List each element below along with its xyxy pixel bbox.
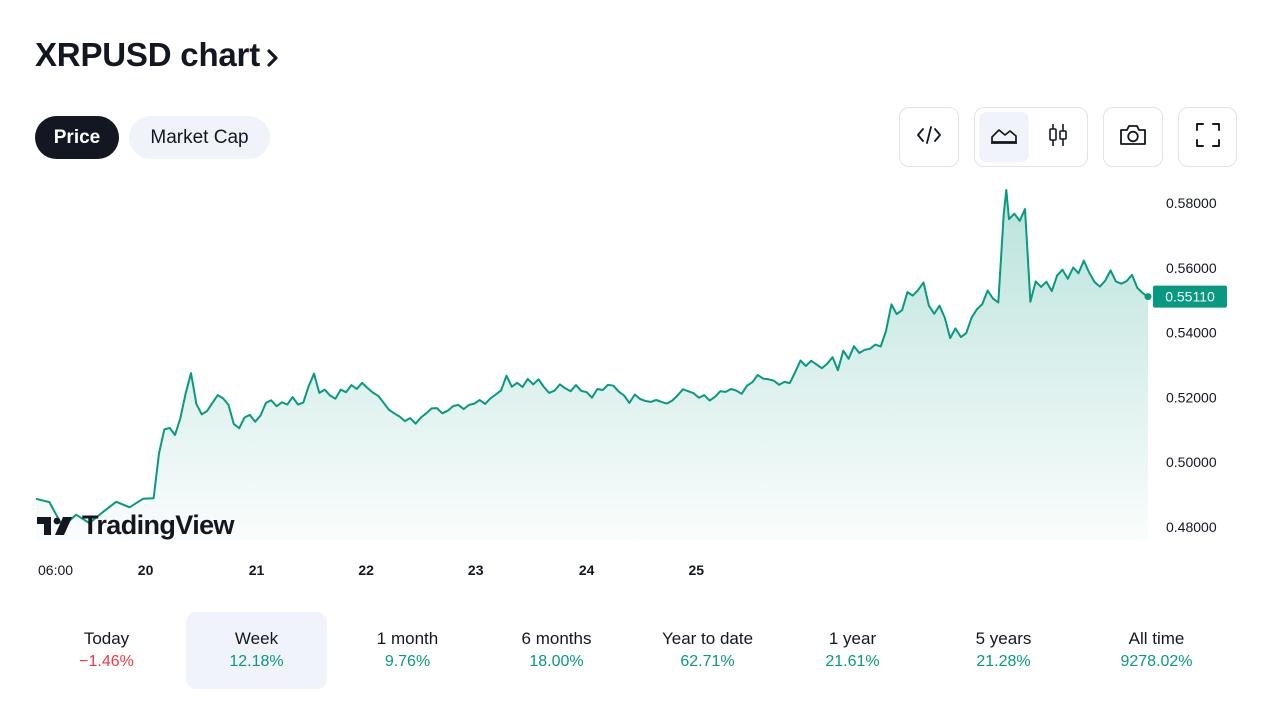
chart-type-group <box>974 107 1088 167</box>
period-1-year[interactable]: 1 year 21.61% <box>782 612 923 689</box>
period-change-value: 12.18% <box>229 653 284 670</box>
x-tick-label: 06:00 <box>38 562 73 578</box>
candlestick-icon <box>1047 122 1069 153</box>
x-tick-label: 23 <box>468 562 484 578</box>
period-label: All time <box>1128 629 1185 648</box>
period-week[interactable]: Week 12.18% <box>186 612 327 689</box>
chevron-right-icon <box>266 38 280 76</box>
price-area-fill <box>36 190 1148 540</box>
tradingview-logo-text: TradingView <box>82 510 235 540</box>
period-change-value: −1.46% <box>79 653 134 670</box>
tab-price[interactable]: Price <box>35 116 119 159</box>
period-label: Week <box>234 629 279 648</box>
tradingview-logo-icon <box>37 516 72 535</box>
period-label: Today <box>83 629 130 648</box>
period-6-months[interactable]: 6 months 18.00% <box>486 612 627 689</box>
period-change-value: 21.28% <box>976 653 1031 670</box>
period-year-to-date[interactable]: Year to date 62.71% <box>637 612 778 689</box>
page-title-text: XRPUSD chart <box>35 36 260 73</box>
area-chart-button[interactable] <box>979 112 1029 162</box>
tradingview-logo: TradingView <box>36 510 235 541</box>
period-1-month[interactable]: 1 month 9.76% <box>337 612 478 689</box>
period-today[interactable]: Today −1.46% <box>36 612 177 689</box>
y-tick-label: 0.52000 <box>1166 389 1217 405</box>
camera-icon <box>1118 123 1148 152</box>
y-tick-label: 0.56000 <box>1166 260 1217 276</box>
y-tick-label: 0.48000 <box>1166 519 1217 535</box>
y-tick-label: 0.58000 <box>1166 195 1217 211</box>
performance-stats: Today −1.46% Week 12.18% 1 month 9.76% 6 month… <box>35 612 1245 689</box>
area-chart-icon <box>990 125 1018 150</box>
last-price-point <box>1144 293 1152 301</box>
period-label: Year to date <box>661 629 754 648</box>
period-change-value: 9278.02% <box>1120 653 1193 670</box>
embed-button[interactable] <box>899 107 959 167</box>
period-label: 6 months <box>521 629 592 648</box>
code-embed-icon <box>916 124 942 151</box>
period-label: 1 year <box>828 629 877 648</box>
page-title[interactable]: XRPUSD chart <box>35 34 280 76</box>
fullscreen-button[interactable] <box>1178 107 1237 167</box>
fullscreen-icon <box>1194 121 1222 154</box>
x-tick-label: 24 <box>579 562 595 578</box>
period-change-value: 18.00% <box>529 653 584 670</box>
period-label: 5 years <box>975 629 1032 648</box>
last-price-label: 0.55110 <box>1165 289 1215 305</box>
price-chart[interactable]: 0.58000 0.56000 0.54000 0.52000 0.50000 0.480… <box>0 180 1280 600</box>
y-tick-label: 0.50000 <box>1166 454 1217 470</box>
x-tick-label: 22 <box>358 562 374 578</box>
period-all-time[interactable]: All time 9278.02% <box>1086 612 1227 689</box>
period-change-value: 21.61% <box>825 653 880 670</box>
y-tick-label: 0.54000 <box>1166 325 1217 341</box>
tab-market-cap[interactable]: Market Cap <box>129 116 270 159</box>
x-tick-label: 20 <box>138 562 154 578</box>
candlestick-button[interactable] <box>1033 112 1083 162</box>
screenshot-button[interactable] <box>1103 107 1163 167</box>
x-tick-label: 21 <box>249 562 265 578</box>
period-change-value: 62.71% <box>680 653 735 670</box>
price-line <box>35 189 1149 528</box>
x-tick-label: 25 <box>688 562 704 578</box>
last-price-badge <box>1153 285 1227 308</box>
period-5-years[interactable]: 5 years 21.28% <box>933 612 1074 689</box>
period-change-value: 9.76% <box>384 653 431 670</box>
period-label: 1 month <box>376 629 439 648</box>
